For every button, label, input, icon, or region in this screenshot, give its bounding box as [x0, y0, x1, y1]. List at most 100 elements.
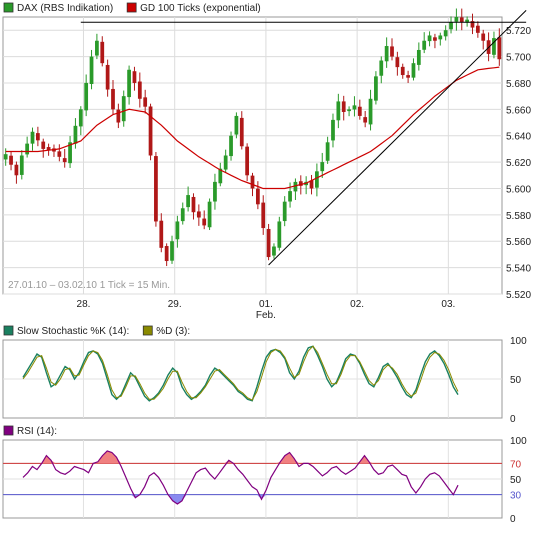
candle-body — [127, 69, 131, 98]
candle-body — [416, 49, 421, 65]
candle-body — [379, 60, 384, 76]
rsi-legend-label: RSI (14): — [17, 426, 57, 437]
candle-body — [170, 241, 174, 261]
gd100-line — [5, 66, 500, 190]
candle-body — [374, 76, 378, 101]
main-panel: 5.720 5.700 5.680 5.660 5.640 5.620 5.600 5.580… — [2, 2, 531, 321]
stoch-legend-label: Slow Stochastic %K (14): — [17, 326, 129, 337]
candle-body — [223, 155, 228, 170]
candle-body — [282, 201, 287, 222]
candle-body — [213, 181, 217, 202]
main-y-tick-label: 5.620 — [506, 158, 531, 169]
candle-body — [68, 142, 72, 164]
candle-body — [427, 35, 432, 42]
candle-body — [159, 220, 164, 248]
stoch-d-line — [22, 345, 459, 401]
candle-body — [132, 71, 137, 83]
candle-body — [19, 155, 24, 175]
candle-body — [57, 151, 62, 157]
main-x-tick-label: 28. — [77, 299, 91, 310]
main-x-tick-label: 29. — [168, 299, 182, 310]
candle-body — [331, 119, 335, 141]
candle-body — [3, 154, 8, 160]
candle-body — [465, 19, 470, 23]
candle-body — [454, 17, 459, 22]
candle-body — [347, 109, 351, 112]
candle-body — [234, 115, 239, 135]
candle-body — [239, 117, 244, 147]
candle-body — [35, 133, 40, 141]
candle-body — [325, 142, 330, 161]
trend-line — [268, 10, 527, 266]
candle-body — [143, 97, 148, 107]
candle-body — [148, 106, 153, 156]
candle-body — [357, 106, 362, 116]
candle-body — [229, 135, 233, 157]
candle-body — [105, 64, 110, 90]
candle-body — [395, 57, 400, 68]
rsi-y-tick-label: 100 — [510, 436, 527, 447]
candle-body — [78, 109, 83, 127]
rsi-y-tick-label: 0 — [510, 514, 516, 525]
candle-body — [30, 131, 35, 144]
main-y-tick-label: 5.660 — [506, 105, 531, 116]
candle-body — [250, 175, 255, 189]
main-y-tick-label: 5.520 — [506, 290, 531, 301]
candle-body — [186, 195, 190, 208]
candle-body — [14, 164, 19, 176]
stoch-y-tick-label: 100 — [510, 336, 527, 347]
candle-body — [9, 155, 13, 165]
candle-body — [116, 109, 121, 123]
candle-body — [196, 211, 201, 218]
candle-body — [46, 147, 51, 151]
candle-body — [62, 158, 67, 163]
candle-body — [449, 22, 453, 30]
candle-body — [400, 66, 405, 76]
main-y-tick-label: 5.700 — [506, 53, 531, 64]
candle-body — [433, 37, 437, 41]
stoch-y-tick-label: 50 — [510, 375, 522, 386]
stochastic-panel: 100 50 0 Slow Stochastic %K (14): %D (3): — [2, 325, 527, 425]
candle-body — [277, 221, 282, 248]
candle-body — [84, 82, 89, 111]
main-y-tick-label: 5.600 — [506, 184, 531, 195]
candle-body — [459, 17, 464, 23]
main-legend-swatch — [126, 2, 137, 13]
rsi-legend-swatch — [3, 425, 14, 436]
main-legend-label: DAX (RBS Indikation) — [17, 3, 113, 14]
candle-body — [384, 46, 389, 62]
candle-body — [207, 201, 212, 228]
candle-body — [25, 143, 30, 155]
stoch-y-tick-label: 0 — [510, 414, 516, 425]
rsi-y-tick-label: 50 — [510, 475, 522, 486]
candle-body — [320, 162, 325, 172]
main-y-tick-label: 5.540 — [506, 264, 531, 275]
candle-body — [272, 246, 276, 256]
candle-body — [202, 218, 207, 226]
candle-body — [41, 141, 46, 149]
stoch-legend-swatch — [3, 325, 14, 336]
main-y-tick-label: 5.680 — [506, 79, 531, 90]
candle-body — [438, 35, 443, 40]
candle-body — [137, 81, 142, 99]
main-y-tick-label: 5.580 — [506, 211, 531, 222]
candle-body — [111, 88, 115, 110]
candle-body — [218, 168, 223, 184]
candle-body — [336, 101, 341, 121]
candle-body — [298, 181, 303, 186]
candle-body — [443, 30, 448, 37]
candle-body — [497, 37, 502, 60]
candle-body — [73, 125, 78, 144]
candle-body — [422, 40, 427, 50]
candle-body — [293, 181, 298, 192]
main-x-tick-sublabel: Feb. — [256, 310, 276, 321]
candle-body — [288, 191, 292, 202]
candle-body — [309, 180, 314, 189]
main-legend-label: GD 100 Ticks (exponential) — [140, 3, 261, 14]
main-frame — [2, 16, 503, 295]
rsi-panel: 100 70 50 30 0 RSI (14): — [2, 425, 527, 525]
info-text: 27.01.10 – 03.02.10 1 Tick = 15 Min. — [8, 280, 170, 291]
candle-body — [100, 41, 105, 64]
